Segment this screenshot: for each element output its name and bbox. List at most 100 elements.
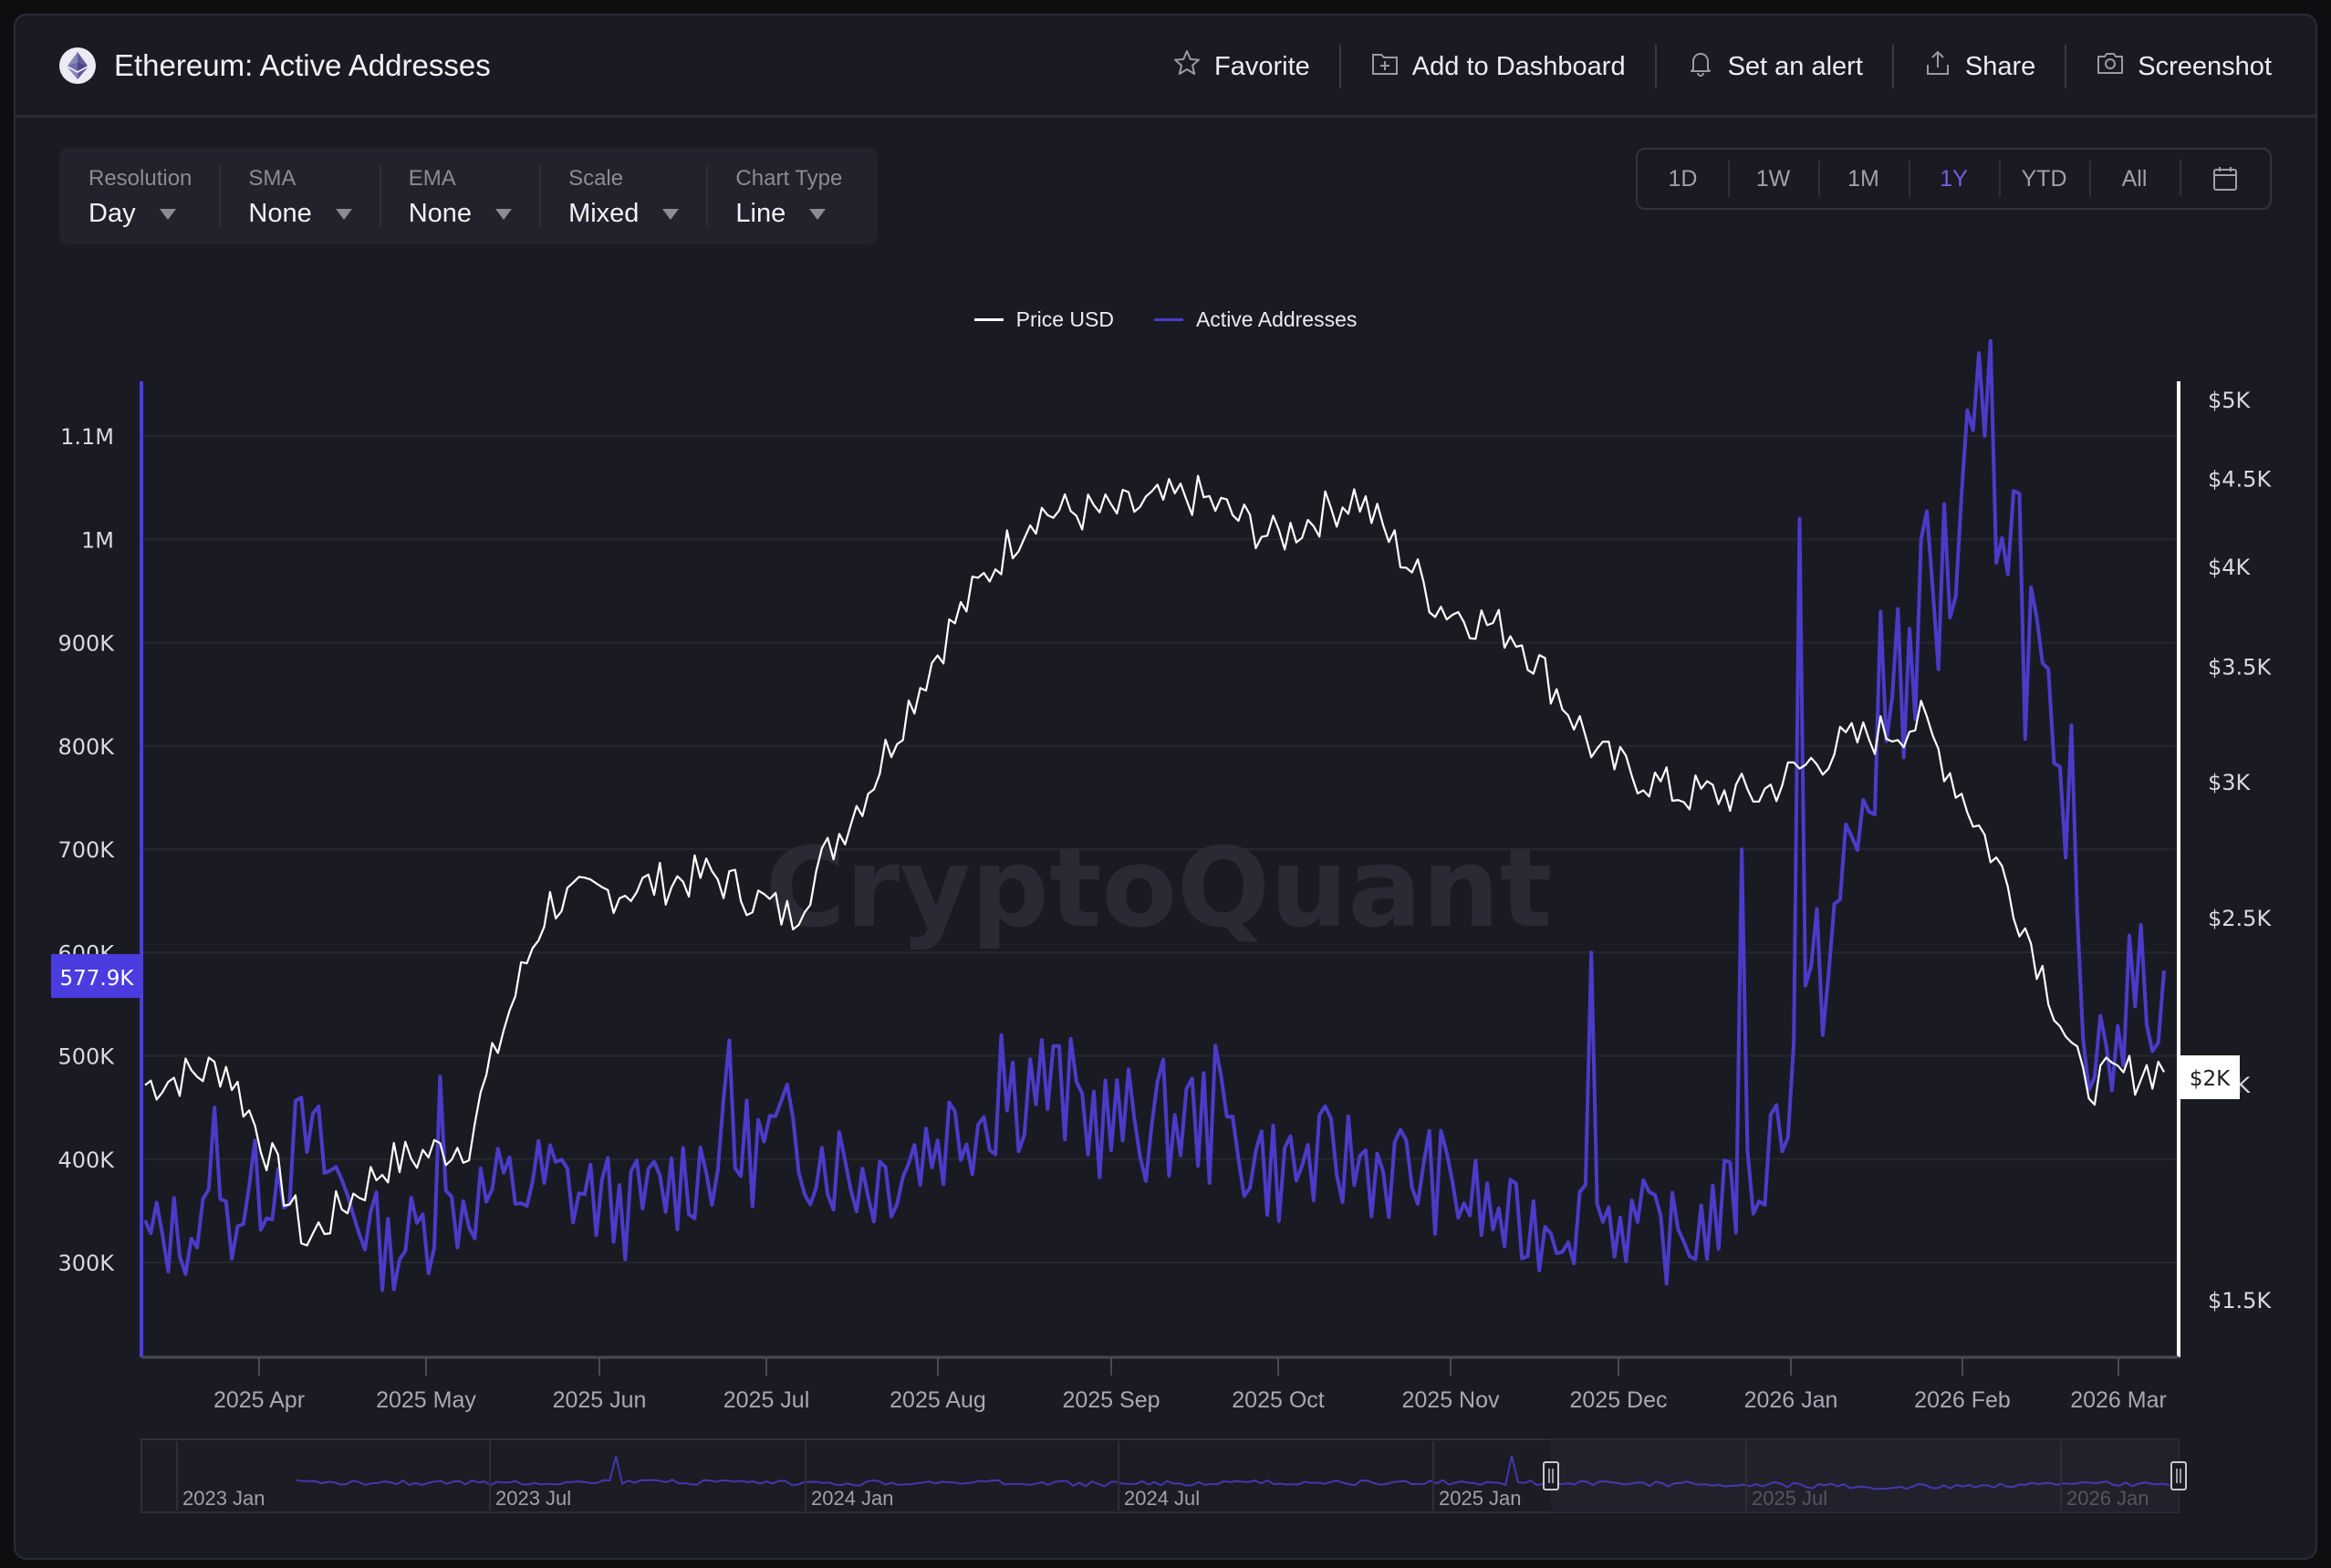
legend-price-usd[interactable]: Price USD <box>973 307 1114 332</box>
scale-select[interactable]: Scale Mixed <box>539 148 706 244</box>
navigator-label: 2023 Jan <box>182 1487 265 1510</box>
x-tick-label: 2025 Sep <box>1062 1387 1160 1413</box>
x-tick-label: 2025 Aug <box>890 1387 986 1413</box>
sma-value: None <box>248 199 312 228</box>
range-all[interactable]: All <box>2089 160 2180 197</box>
caret-down-icon <box>662 208 680 220</box>
resolution-value: Day <box>88 199 136 228</box>
navigator-label: 2025 Jan <box>1439 1487 1522 1510</box>
share-button[interactable]: Share <box>1894 43 2065 90</box>
title-group: Ethereum: Active Addresses <box>59 47 491 84</box>
left-cursor-badge: 577.9K <box>51 954 141 998</box>
range-1w[interactable]: 1W <box>1728 160 1818 197</box>
chart-legend: Price USD Active Addresses <box>16 307 2315 332</box>
ema-value: None <box>408 199 473 228</box>
navigator-handle-left[interactable] <box>1543 1461 1559 1490</box>
range-1y[interactable]: 1Y <box>1909 160 1999 197</box>
range-1m[interactable]: 1M <box>1818 160 1909 197</box>
camera-icon <box>2096 48 2125 85</box>
caret-down-icon <box>159 208 176 220</box>
y-tick-label-right: $1.5K <box>2208 1288 2272 1314</box>
caret-down-icon <box>809 208 827 220</box>
navigator-label: 2024 Jan <box>811 1487 894 1510</box>
sma-select[interactable]: SMA None <box>219 148 379 244</box>
divider <box>2065 45 2067 88</box>
ema-select[interactable]: EMA None <box>379 148 539 244</box>
y-tick-label-left: 900K <box>57 631 115 657</box>
y-tick-label-left: 300K <box>57 1251 115 1276</box>
y-tick-label-left: 500K <box>57 1044 115 1070</box>
x-tick-label: 2026 Mar <box>2070 1387 2167 1413</box>
navigator-handle-right[interactable] <box>2170 1461 2187 1490</box>
calendar-icon <box>2211 165 2239 192</box>
divider <box>1338 45 1341 88</box>
set-alert-button[interactable]: Set an alert <box>1657 43 1892 90</box>
resolution-label: Resolution <box>88 166 193 191</box>
time-range-selector: 1D 1W 1M 1Y YTD All <box>1636 148 2272 210</box>
range-ytd[interactable]: YTD <box>1999 160 2089 197</box>
favorite-label: Favorite <box>1214 51 1310 81</box>
x-tick-label: 2025 Jul <box>723 1387 810 1413</box>
page-title: Ethereum: Active Addresses <box>114 48 491 82</box>
navigator-label: 2023 Jul <box>495 1487 571 1510</box>
navigator-label: 2024 Jul <box>1124 1487 1200 1510</box>
x-tick-label: 2025 Nov <box>1401 1387 1500 1413</box>
caret-down-icon <box>495 208 513 220</box>
y-tick-label-right: $4.5K <box>2208 466 2272 492</box>
right-y-axis: $1.5K$2K$2.5K$3K$3.5K$4K$4.5K$5K <box>2208 388 2272 1314</box>
y-tick-label-right: $4K <box>2208 555 2252 580</box>
x-tick-label: 2025 Apr <box>213 1387 305 1413</box>
y-tick-label-left: 800K <box>57 734 115 760</box>
resolution-select[interactable]: Resolution Day <box>59 148 219 244</box>
navigator-selection <box>1551 1439 2179 1512</box>
divider <box>1654 45 1657 88</box>
navigator-label: 2026 Jan <box>2066 1487 2149 1510</box>
x-axis: 2025 Apr 2025 May 2025 Jun 2025 Jul 2025 Aug… <box>213 1357 2167 1413</box>
chart-type-select[interactable]: Chart Type Line <box>706 148 869 244</box>
folder-plus-icon <box>1370 48 1400 85</box>
x-tick-label: 2026 Jan <box>1744 1387 1838 1413</box>
active-addresses-line <box>143 338 2166 1293</box>
sma-label: SMA <box>248 166 297 191</box>
chart-header: Ethereum: Active Addresses Favorite Add … <box>16 16 2315 118</box>
share-icon <box>1923 48 1952 85</box>
legend-active-addresses-label: Active Addresses <box>1195 307 1358 331</box>
legend-price-label: Price USD <box>1015 307 1114 331</box>
right-cursor-badge: $2K <box>2180 1055 2240 1099</box>
navigator-label: 2025 Jul <box>1752 1487 1827 1510</box>
legend-active-addresses[interactable]: Active Addresses <box>1153 307 1358 332</box>
price-swatch <box>973 318 1004 321</box>
watermark: CryptoQuant <box>765 826 1552 952</box>
add-to-dashboard-label: Add to Dashboard <box>1411 51 1626 81</box>
active-addresses-swatch <box>1153 318 1183 321</box>
x-tick-label: 2026 Feb <box>1914 1387 2011 1413</box>
add-to-dashboard-button[interactable]: Add to Dashboard <box>1341 43 1655 90</box>
right-cursor-value: $2K <box>2190 1067 2231 1091</box>
chart-type-value: Line <box>735 199 786 228</box>
x-tick-label: 2025 Oct <box>1232 1387 1325 1413</box>
range-1d[interactable]: 1D <box>1668 165 1698 192</box>
price-line <box>144 474 2165 1247</box>
screenshot-button[interactable]: Screenshot <box>2066 43 2272 90</box>
y-tick-label-left: 400K <box>57 1147 115 1173</box>
navigator: 2023 Jan 2023 Jul 2024 Jan 2024 Jul 2025 Jan… <box>140 1438 2187 1513</box>
favorite-button[interactable]: Favorite <box>1143 43 1339 90</box>
ethereum-icon <box>59 47 96 84</box>
share-label: Share <box>1964 51 2036 81</box>
chart-type-label: Chart Type <box>735 166 843 191</box>
bell-icon <box>1686 48 1715 85</box>
set-alert-label: Set an alert <box>1727 51 1863 81</box>
left-cursor-value: 577.9K <box>60 967 135 991</box>
y-tick-label-left: 1.1M <box>60 424 114 450</box>
ema-label: EMA <box>408 166 456 191</box>
screenshot-label: Screenshot <box>2138 51 2272 81</box>
chart-card: Ethereum: Active Addresses Favorite Add … <box>14 14 2317 1560</box>
y-tick-label-left: 700K <box>57 837 115 863</box>
x-tick-label: 2025 May <box>376 1387 476 1413</box>
navigator-line <box>296 1455 2170 1490</box>
calendar-button[interactable] <box>2180 159 2270 197</box>
x-tick-label: 2025 Jun <box>553 1387 647 1413</box>
scale-label: Scale <box>568 166 624 191</box>
